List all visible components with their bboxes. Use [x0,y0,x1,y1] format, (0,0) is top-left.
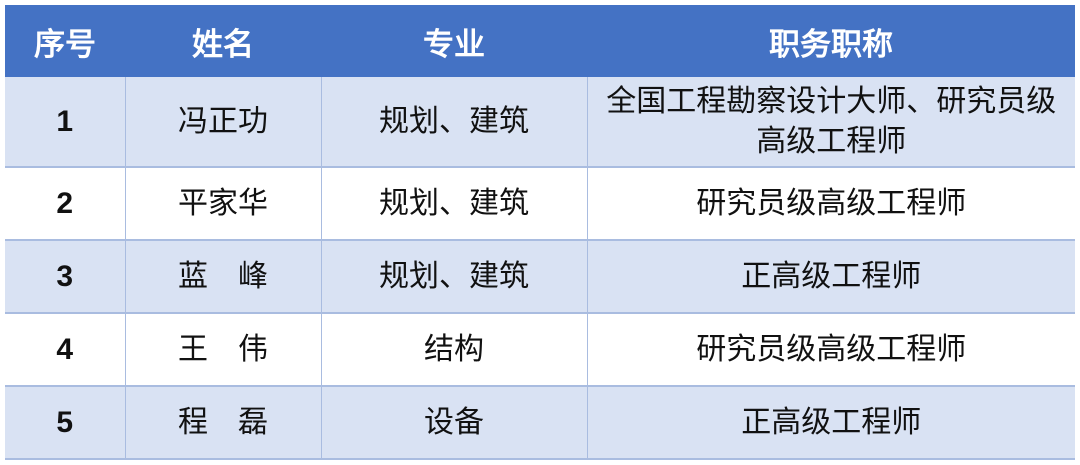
cell-name: 程 磊 [124,386,322,460]
cell-title: 研究员级高级工程师 [586,167,1075,241]
cell-name: 蓝 峰 [124,240,322,314]
header-no: 序号 [5,5,125,77]
header-row: 序号 姓名 专业 职务职称 [5,5,1075,77]
cell-no: 1 [5,77,126,168]
header-major: 专业 [321,5,587,77]
table-row: 3 蓝 峰 规划、建筑 正高级工程师 [5,240,1075,314]
header-title: 职务职称 [587,5,1075,77]
table-row: 4 王 伟 结构 研究员级高级工程师 [5,313,1075,387]
header-name: 姓名 [125,5,321,77]
cell-no: 2 [5,167,126,241]
cell-title: 全国工程勘察设计大师、研究员级高级工程师 [586,77,1075,168]
cell-major: 设备 [320,386,588,460]
cell-major: 规划、建筑 [320,77,588,168]
table-row: 5 程 磊 设备 正高级工程师 [5,386,1075,460]
table-row: 2 平家华 规划、建筑 研究员级高级工程师 [5,167,1075,241]
table-row: 1 冯正功 规划、建筑 全国工程勘察设计大师、研究员级高级工程师 [5,77,1075,168]
staff-table: 序号 姓名 专业 职务职称 1 冯正功 规划、建筑 全国工程勘察设计大师、研究员… [5,5,1075,460]
cell-name: 平家华 [124,167,322,241]
cell-no: 5 [5,386,126,460]
cell-no: 3 [5,240,126,314]
cell-title: 正高级工程师 [586,240,1075,314]
cell-title: 研究员级高级工程师 [586,313,1075,387]
cell-title: 正高级工程师 [586,386,1075,460]
cell-major: 结构 [320,313,588,387]
cell-major: 规划、建筑 [320,240,588,314]
cell-name: 王 伟 [124,313,322,387]
cell-no: 4 [5,313,126,387]
cell-major: 规划、建筑 [320,167,588,241]
cell-name: 冯正功 [124,77,322,168]
